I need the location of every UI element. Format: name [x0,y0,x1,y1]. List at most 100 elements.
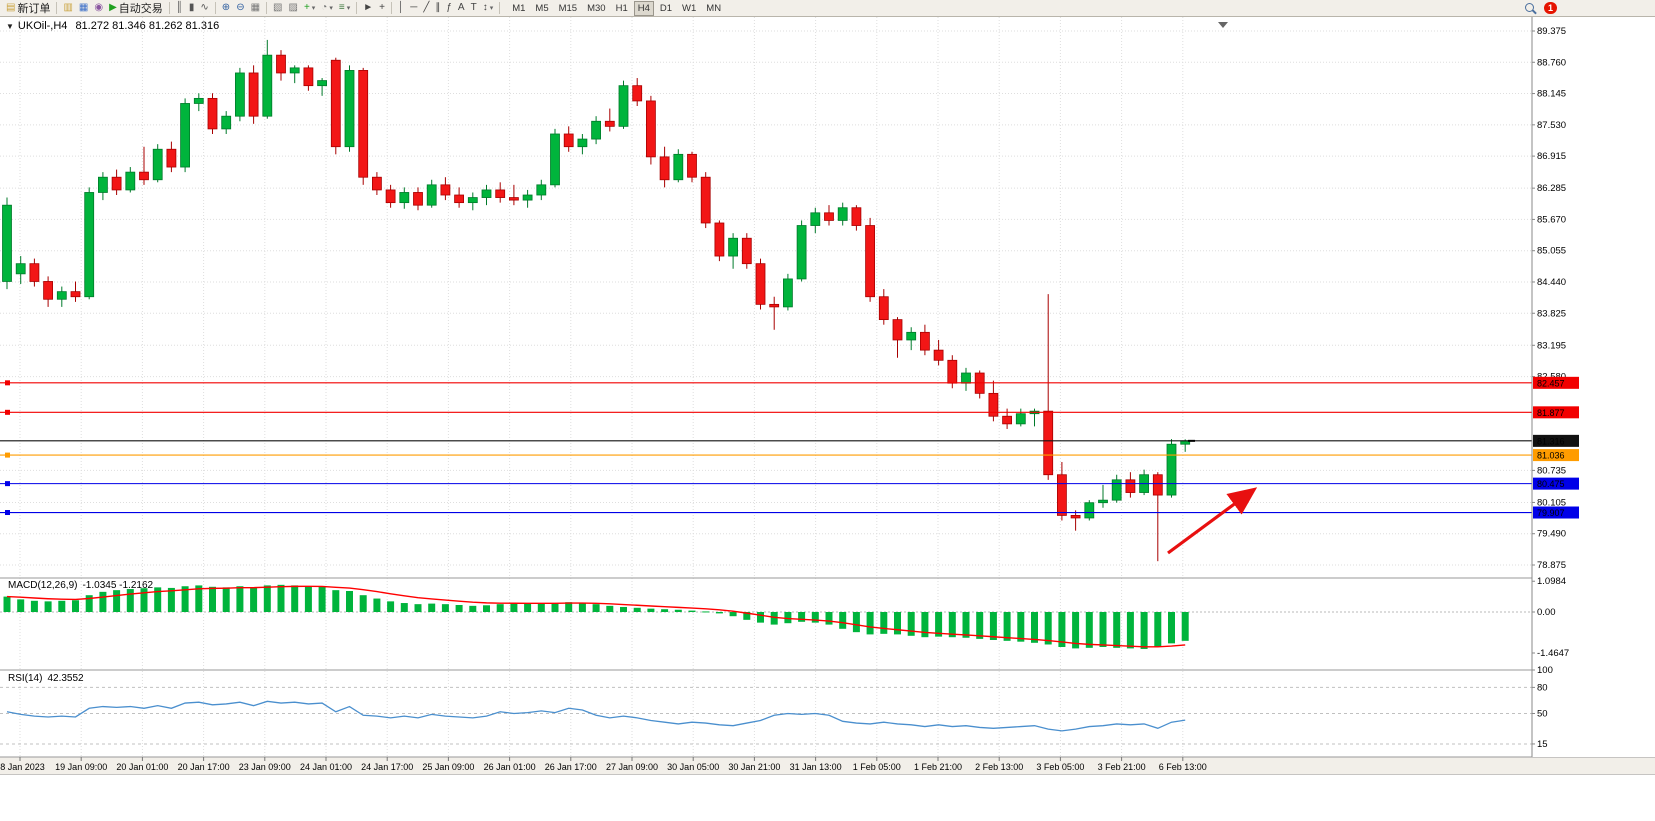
macd-histogram-bar [1044,612,1052,645]
macd-histogram-bar [483,605,490,612]
macd-histogram-bar [209,586,216,612]
time-axis-label: 3 Feb 21:00 [1098,762,1146,772]
line-anchor-handle[interactable] [5,510,10,516]
timeframe-mn-button[interactable]: MN [706,2,722,14]
auto-trading-button[interactable]: ▶ 自动交易 [106,1,166,16]
new-chart-button[interactable]: + ▾ [301,1,318,16]
timeframe-w1-button[interactable]: W1 [682,2,697,14]
market-depth-button[interactable]: ▦ [76,1,91,16]
tile-windows-button[interactable]: ▦ [248,1,263,16]
macd-histogram-bar [894,612,901,635]
candle-body [467,197,478,204]
macd-histogram-bar [1017,612,1025,642]
timeframe-h4-button[interactable]: H4 [633,0,654,16]
candle-body [152,148,163,181]
macd-histogram-bar [469,605,477,612]
rsi-value: 42.3552 [47,673,84,684]
line-anchor-handle[interactable] [5,380,10,386]
price-badge-label: 81.316 [1537,436,1565,446]
candle-body [481,189,492,198]
vertical-line-button[interactable]: │ [395,1,407,16]
zoom-in-button[interactable]: ⊕ [219,1,233,16]
timeframe-m1-button[interactable]: M1 [512,2,526,14]
notification-badge[interactable]: 1 [1543,2,1557,14]
candle-body [851,207,862,226]
macd-histogram-bar [30,600,38,612]
macd-histogram-bar [140,588,148,612]
time-axis-label: 18 Jan 2023 [0,762,45,772]
community-button[interactable]: ◉ [91,1,106,16]
equidistant-channel-button[interactable]: ∥ [432,1,443,16]
macd-signal-line [6,585,1186,648]
text-label-icon: T [470,2,477,13]
macd-histogram-bar [907,612,915,636]
macd-histogram-bar [154,587,162,612]
time-axis-label: 24 Jan 01:00 [300,762,352,772]
macd-histogram-bar [757,612,764,623]
text-icon: A [457,2,465,13]
line-anchor-handle[interactable] [5,452,10,458]
line-price-badge [1533,376,1579,389]
candle-body [536,184,547,196]
cursor-button[interactable]: ► [360,1,376,16]
zoom-out-button[interactable]: ⊖ [233,1,247,16]
timeframe-d1-button[interactable]: D1 [659,2,673,14]
time-axis-label: 31 Jan 13:00 [790,762,842,772]
text-label-button[interactable]: T [468,1,480,16]
timeframe-m5-button[interactable]: M5 [535,2,549,14]
trendline-button[interactable]: ╱ [420,1,432,16]
arrows-button[interactable]: ↕ ▾ [480,1,497,16]
time-axis-label: 25 Jan 09:00 [422,762,474,772]
macd-histogram-bar [99,591,107,612]
macd-histogram-bar [592,604,600,612]
horizontal-line-button[interactable]: ─ [407,1,420,16]
time-axis-strip[interactable] [0,757,1655,775]
crosshair-button[interactable]: + [376,1,388,16]
period-icon: ◔ [321,2,328,13]
chart-profiles-button[interactable]: ▥ [60,1,75,16]
auto-scroll-button[interactable]: ▧ [270,1,285,16]
price-chart-canvas[interactable]: 89.375 88.760 88.145 87.530 86.915 86.285 85.6… [0,17,1655,775]
macd-histogram-bar [880,612,888,634]
timeframe-m15-button[interactable]: M15 [558,2,578,14]
candle-body [207,97,218,130]
timeframe-h1-button[interactable]: H1 [615,2,628,14]
candle-body [741,237,752,265]
candlestick-chart-button[interactable]: ▮ [186,1,198,16]
rsi-scale-label: 50 [1537,709,1548,720]
time-axis-label: 19 Jan 09:00 [55,762,107,772]
chart-shift-marker-icon[interactable] [1218,22,1228,28]
period-button[interactable]: ◔ ▾ [318,1,336,16]
text-button[interactable]: A [455,1,468,16]
toolbar-separator [390,2,392,14]
macd-histogram-bar [359,595,367,612]
candle-body [810,212,821,226]
symbol-timeframe-label: UKOil-,H4 [17,20,68,32]
one-click-trading-toggle-icon[interactable]: ▼ [6,22,14,31]
candle-body [673,153,684,181]
candle-body [234,72,245,117]
new-order-button[interactable]: ▤ 新订单 [3,1,53,16]
time-axis-label: 23 Jan 09:00 [239,762,291,772]
search-icon[interactable] [1524,2,1537,15]
candle-body [413,192,423,206]
macd-histogram-bar [1031,612,1038,643]
time-axis-label: 3 Feb 05:00 [1036,762,1084,772]
trend-arrow-annotation[interactable] [1167,487,1258,555]
time-axis-label: 27 Jan 09:00 [606,762,658,772]
chart-shift-button[interactable]: ▨ [285,1,300,16]
bar-chart-button[interactable]: ║ [173,1,186,16]
line-chart-button[interactable]: ∿ [197,1,211,16]
line-anchor-handle[interactable] [5,409,10,415]
fibonacci-button[interactable]: ƒ [443,1,455,16]
candle-body [262,54,273,117]
macd-histogram-bar [400,603,408,612]
bar-chart-icon: ║ [175,2,183,13]
timeframe-m30-button[interactable]: M30 [587,2,606,14]
time-axis-label: 6 Feb 13:00 [1159,762,1207,772]
line-anchor-handle[interactable] [5,481,10,487]
indicators-button[interactable]: ≡ ▾ [336,1,353,16]
macd-histogram-bar [770,612,778,625]
rsi-indicator-label: RSI(14) 42.3552 [8,673,89,684]
rsi-scale-label: 15 [1537,739,1548,750]
